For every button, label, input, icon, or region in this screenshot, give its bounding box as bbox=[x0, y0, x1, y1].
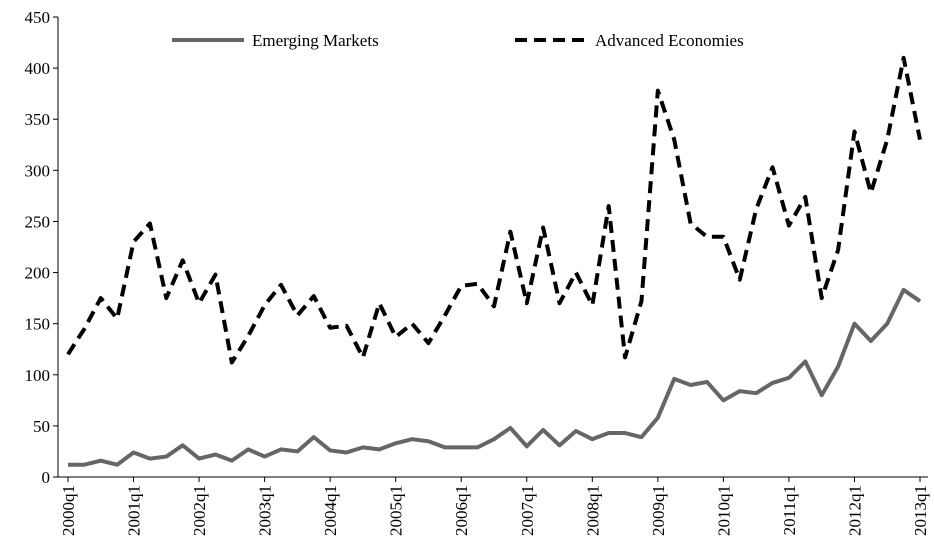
x-tick-label: 2009q1 bbox=[649, 485, 668, 536]
y-tick-label: 400 bbox=[25, 59, 51, 78]
x-tick-label: 2012q1 bbox=[845, 485, 864, 536]
legend-label: Emerging Markets bbox=[252, 31, 379, 50]
y-tick-label: 150 bbox=[25, 315, 51, 334]
series-line bbox=[66, 55, 922, 365]
y-tick-label: 350 bbox=[25, 110, 51, 129]
x-tick-label: 2008q1 bbox=[583, 485, 602, 536]
x-tick-label: 2013q1 bbox=[911, 485, 930, 536]
x-tick-label: 2004q1 bbox=[321, 485, 340, 536]
y-tick-label: 100 bbox=[25, 366, 51, 385]
x-tick-label: 2001q1 bbox=[125, 485, 144, 536]
y-tick-label: 50 bbox=[33, 417, 50, 436]
x-tick-label: 2006q1 bbox=[452, 485, 471, 536]
legend-label: Advanced Economies bbox=[595, 31, 744, 50]
y-tick-label: 200 bbox=[25, 264, 51, 283]
series-line bbox=[68, 287, 922, 467]
x-tick-label: 2000q1 bbox=[59, 485, 78, 536]
x-tick-label: 2003q1 bbox=[256, 485, 275, 536]
x-tick-label: 2007q1 bbox=[518, 485, 537, 536]
y-tick-label: 450 bbox=[25, 8, 51, 27]
y-tick-label: 250 bbox=[25, 212, 51, 231]
x-tick-label: 2010q1 bbox=[714, 485, 733, 536]
y-tick-label: 0 bbox=[42, 468, 51, 487]
y-tick-label: 300 bbox=[25, 161, 51, 180]
x-tick-label: 2002q1 bbox=[190, 485, 209, 536]
x-tick-label: 2011q1 bbox=[780, 485, 799, 535]
x-tick-label: 2005q1 bbox=[387, 485, 406, 536]
